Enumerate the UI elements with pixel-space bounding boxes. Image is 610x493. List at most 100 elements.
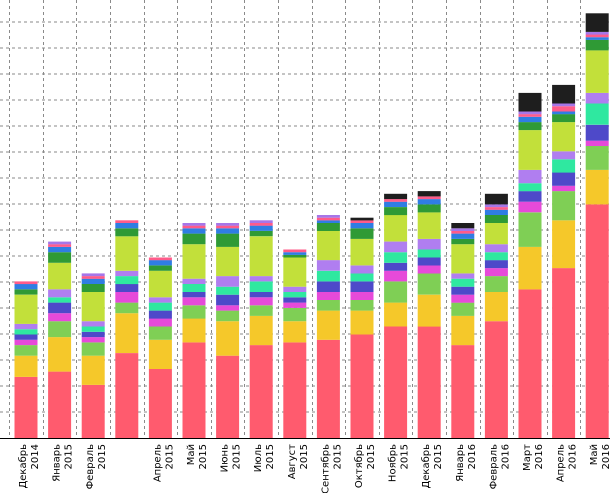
- bar-segment: [451, 273, 475, 279]
- bar-segment: [14, 345, 38, 356]
- bar-segment: [552, 220, 576, 269]
- bar-segment: [585, 146, 609, 170]
- bar-segment: [249, 292, 273, 298]
- x-tick-label-year: 2015: [366, 444, 377, 469]
- bar-segment: [451, 286, 475, 295]
- bar-segment: [249, 305, 273, 316]
- bar-segment: [518, 246, 542, 290]
- x-tick-label-month: Апрель: [152, 444, 163, 482]
- bar-segment: [316, 230, 340, 261]
- bar-segment: [384, 193, 408, 200]
- bar-segment: [182, 318, 206, 343]
- bar-segment: [216, 225, 240, 229]
- x-tick-label-year: 2015: [299, 444, 310, 469]
- bar-segment: [484, 321, 508, 438]
- bar-segment: [552, 159, 576, 173]
- bar-segment: [384, 262, 408, 271]
- bar-segment: [216, 355, 240, 438]
- bar-segment: [316, 220, 340, 223]
- bar-segment: [148, 326, 172, 340]
- bar-segment: [417, 212, 441, 239]
- bar-segment: [115, 220, 139, 223]
- bar-segment: [216, 286, 240, 295]
- x-tick-label-year: 2015: [433, 444, 444, 469]
- bar-segment: [81, 321, 105, 327]
- x-tick-label-year: 2015: [332, 444, 343, 469]
- bar-segment: [451, 233, 475, 239]
- bar-segment: [350, 300, 374, 311]
- bar-segment: [316, 281, 340, 292]
- bar-segment: [48, 337, 72, 372]
- bar-segment: [216, 223, 240, 226]
- bar-segment: [350, 220, 374, 223]
- bar-segment: [48, 297, 72, 303]
- bar-segment: [115, 236, 139, 271]
- bar-segment: [316, 292, 340, 300]
- bar-segment: [283, 292, 307, 298]
- bar-segment: [115, 276, 139, 285]
- bar-segment: [216, 228, 240, 234]
- bar-segment: [81, 326, 105, 332]
- bar-segment: [81, 273, 105, 277]
- bar-segment: [283, 297, 307, 303]
- bar-segment: [14, 355, 38, 377]
- bar-segment: [148, 270, 172, 298]
- bar-segment: [148, 257, 172, 261]
- x-tick-label-month: Сентябрь: [320, 444, 331, 493]
- bar-segment: [48, 302, 72, 314]
- bar-segment: [552, 122, 576, 152]
- bar-segment: [484, 252, 508, 261]
- bar-segment: [48, 241, 72, 245]
- bar-segment: [283, 321, 307, 343]
- bar-segment: [48, 313, 72, 322]
- bar-segment: [552, 151, 576, 160]
- bar-segment: [384, 281, 408, 303]
- bar-segment: [14, 376, 38, 438]
- bar-segment: [316, 223, 340, 231]
- bar-segment: [585, 31, 609, 35]
- bar-segment: [81, 337, 105, 343]
- bar-segment: [451, 315, 475, 346]
- bar-segment: [451, 244, 475, 274]
- bar-segment: [384, 215, 408, 242]
- bar-segment: [283, 254, 307, 258]
- bar-segment: [148, 265, 172, 271]
- bar-segment: [484, 209, 508, 215]
- bar-segment: [182, 225, 206, 229]
- x-tick-label-month: Март: [522, 444, 533, 471]
- bar-segment: [283, 302, 307, 308]
- bar-segment: [115, 302, 139, 314]
- bar-segment: [48, 262, 72, 290]
- bar-segment: [384, 252, 408, 263]
- bar-segment: [484, 292, 508, 322]
- bar-segment: [484, 215, 508, 223]
- bar-segment: [585, 92, 609, 104]
- bar-segment: [585, 103, 609, 125]
- bar-segment: [417, 265, 441, 274]
- bar-segment: [316, 260, 340, 271]
- bar-segment: [585, 34, 609, 38]
- bar-segment: [417, 257, 441, 266]
- bar-segment: [484, 244, 508, 253]
- bar-segment: [182, 305, 206, 319]
- bar-segment: [216, 321, 240, 356]
- bar-segment: [283, 307, 307, 322]
- bar-segment: [283, 342, 307, 438]
- bar-segment: [115, 270, 139, 277]
- x-tick-label-year: 2015: [97, 444, 108, 469]
- x-tick-label-month: Ноябрь: [388, 444, 399, 482]
- bar-segment: [552, 103, 576, 107]
- bar-segment: [182, 244, 206, 279]
- bar-segment: [115, 292, 139, 303]
- bar-segment: [216, 233, 240, 247]
- bar-segment: [148, 310, 172, 319]
- bar-segment: [48, 246, 72, 253]
- bar-segment: [81, 384, 105, 438]
- bar-segment: [585, 169, 609, 205]
- bar-segment: [81, 276, 105, 279]
- bar-segment: [451, 345, 475, 438]
- bar-segment: [552, 268, 576, 438]
- bar-segment: [518, 289, 542, 438]
- bar-segment: [182, 297, 206, 306]
